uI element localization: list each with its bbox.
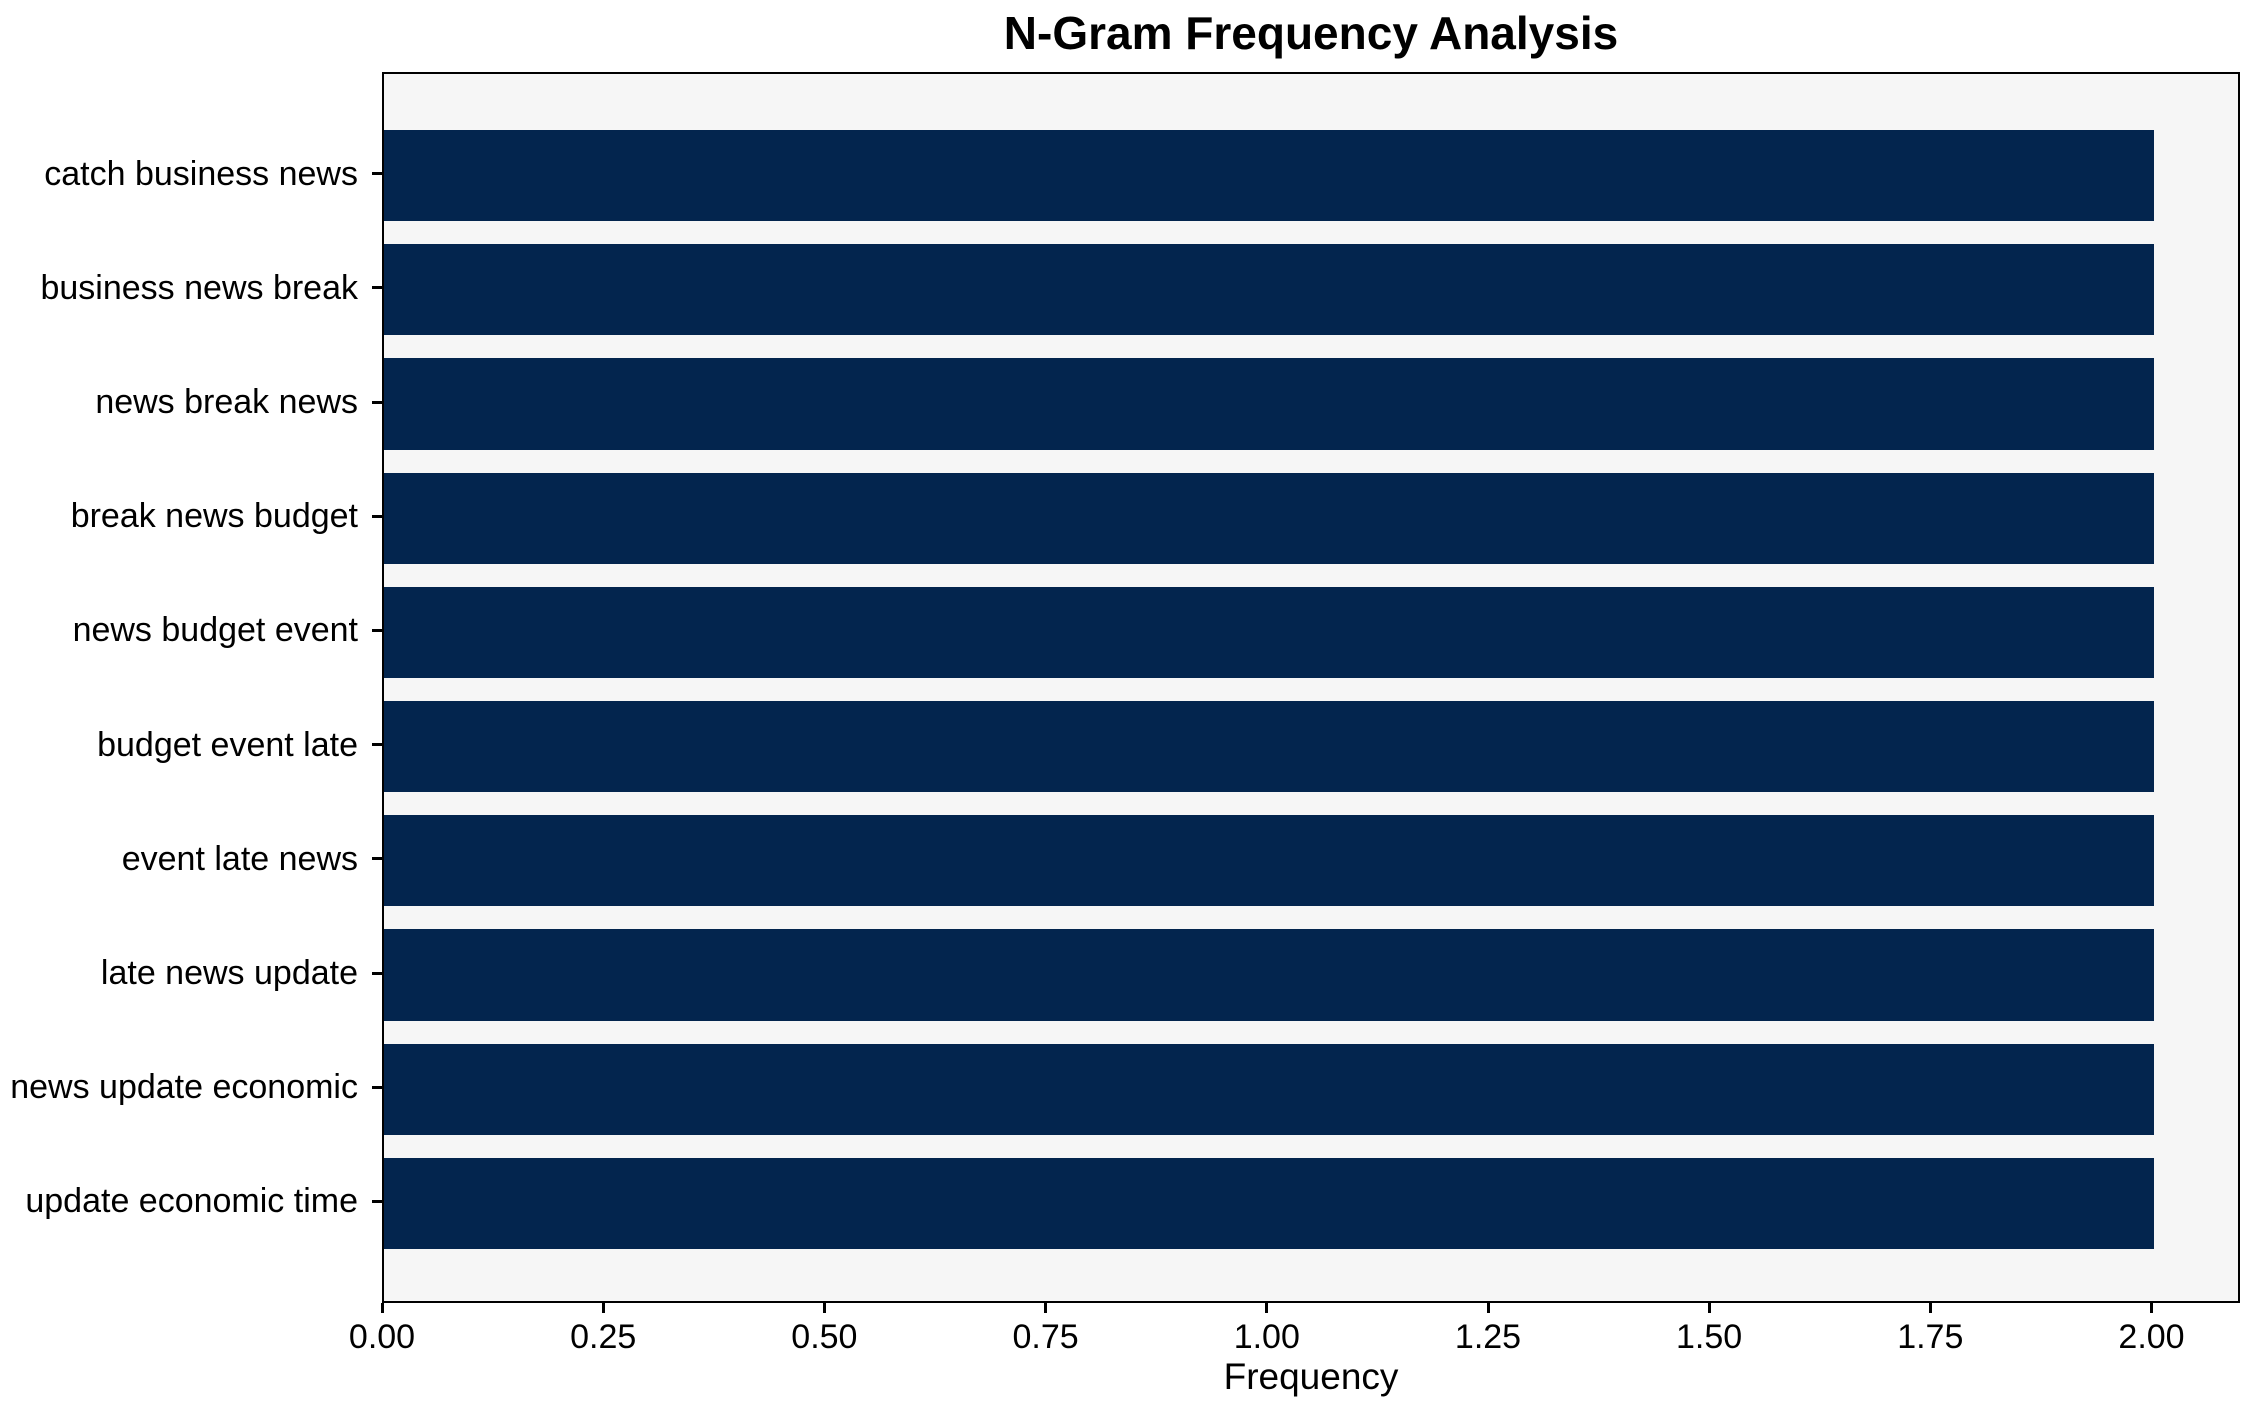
y-tick-label: catch business news xyxy=(44,154,358,193)
x-tick-mark xyxy=(1044,1303,1048,1313)
x-tick-label: 0.50 xyxy=(791,1318,858,1356)
y-tick-label: late news update xyxy=(100,954,358,992)
x-axis-label: Frequency xyxy=(1223,1356,1399,1397)
x-tick-label: 0.00 xyxy=(348,1318,416,1356)
y-tick-label: news update economic xyxy=(10,1068,358,1107)
x-tick-mark xyxy=(1928,1303,1932,1313)
x-tick-mark xyxy=(601,1303,605,1313)
x-tick-mark xyxy=(1265,1303,1269,1313)
y-tick-mark xyxy=(372,172,382,176)
y-tick-mark xyxy=(372,628,382,632)
y-tick-mark xyxy=(372,1199,382,1203)
x-tick-mark xyxy=(1707,1303,1711,1313)
y-tick-mark xyxy=(372,514,382,518)
bar-news-update-economic xyxy=(384,1043,2154,1135)
bar-event-late-news xyxy=(384,815,2154,907)
x-tick-mark xyxy=(822,1303,826,1313)
bar-news-break-news xyxy=(384,358,2154,450)
plot-area xyxy=(382,72,2240,1303)
chart-title: N-Gram Frequency Analysis xyxy=(1003,7,1619,59)
x-tick-label: 2.00 xyxy=(2118,1318,2185,1356)
y-tick-mark xyxy=(372,743,382,747)
x-tick-mark xyxy=(2150,1303,2153,1313)
y-tick-label: update economic time xyxy=(25,1182,358,1221)
y-tick-label: news budget event xyxy=(72,611,358,650)
x-tick-label: 1.25 xyxy=(1454,1318,1522,1356)
x-tick-mark xyxy=(1486,1303,1490,1313)
y-tick-mark xyxy=(372,286,382,290)
y-tick-label: business news break xyxy=(40,268,358,307)
bar-budget-event-late xyxy=(384,700,2154,793)
x-tick-label: 0.25 xyxy=(570,1318,637,1356)
bar-break-news-budget xyxy=(384,472,2154,564)
x-tick-label: 1.00 xyxy=(1233,1318,1300,1356)
y-tick-label: break news budget xyxy=(70,497,358,536)
y-tick-mark xyxy=(372,857,382,861)
y-tick-mark xyxy=(372,971,382,975)
y-tick-mark xyxy=(372,1085,382,1089)
x-tick-label: 1.50 xyxy=(1676,1318,1743,1356)
x-tick-label: 1.75 xyxy=(1897,1318,1964,1356)
bar-business-news-break xyxy=(384,244,2154,336)
bar-news-budget-event xyxy=(384,586,2154,679)
y-tick-label: news break news xyxy=(95,383,358,421)
bar-update-economic-time xyxy=(384,1157,2154,1250)
x-tick-mark xyxy=(380,1303,384,1313)
y-tick-mark xyxy=(372,400,382,404)
x-tick-label: 0.75 xyxy=(1012,1318,1079,1356)
bar-catch-business-news xyxy=(384,130,2154,222)
y-tick-label: event late news xyxy=(121,839,358,878)
bar-late-news-update xyxy=(384,929,2154,1021)
y-tick-label: budget event late xyxy=(97,725,358,764)
